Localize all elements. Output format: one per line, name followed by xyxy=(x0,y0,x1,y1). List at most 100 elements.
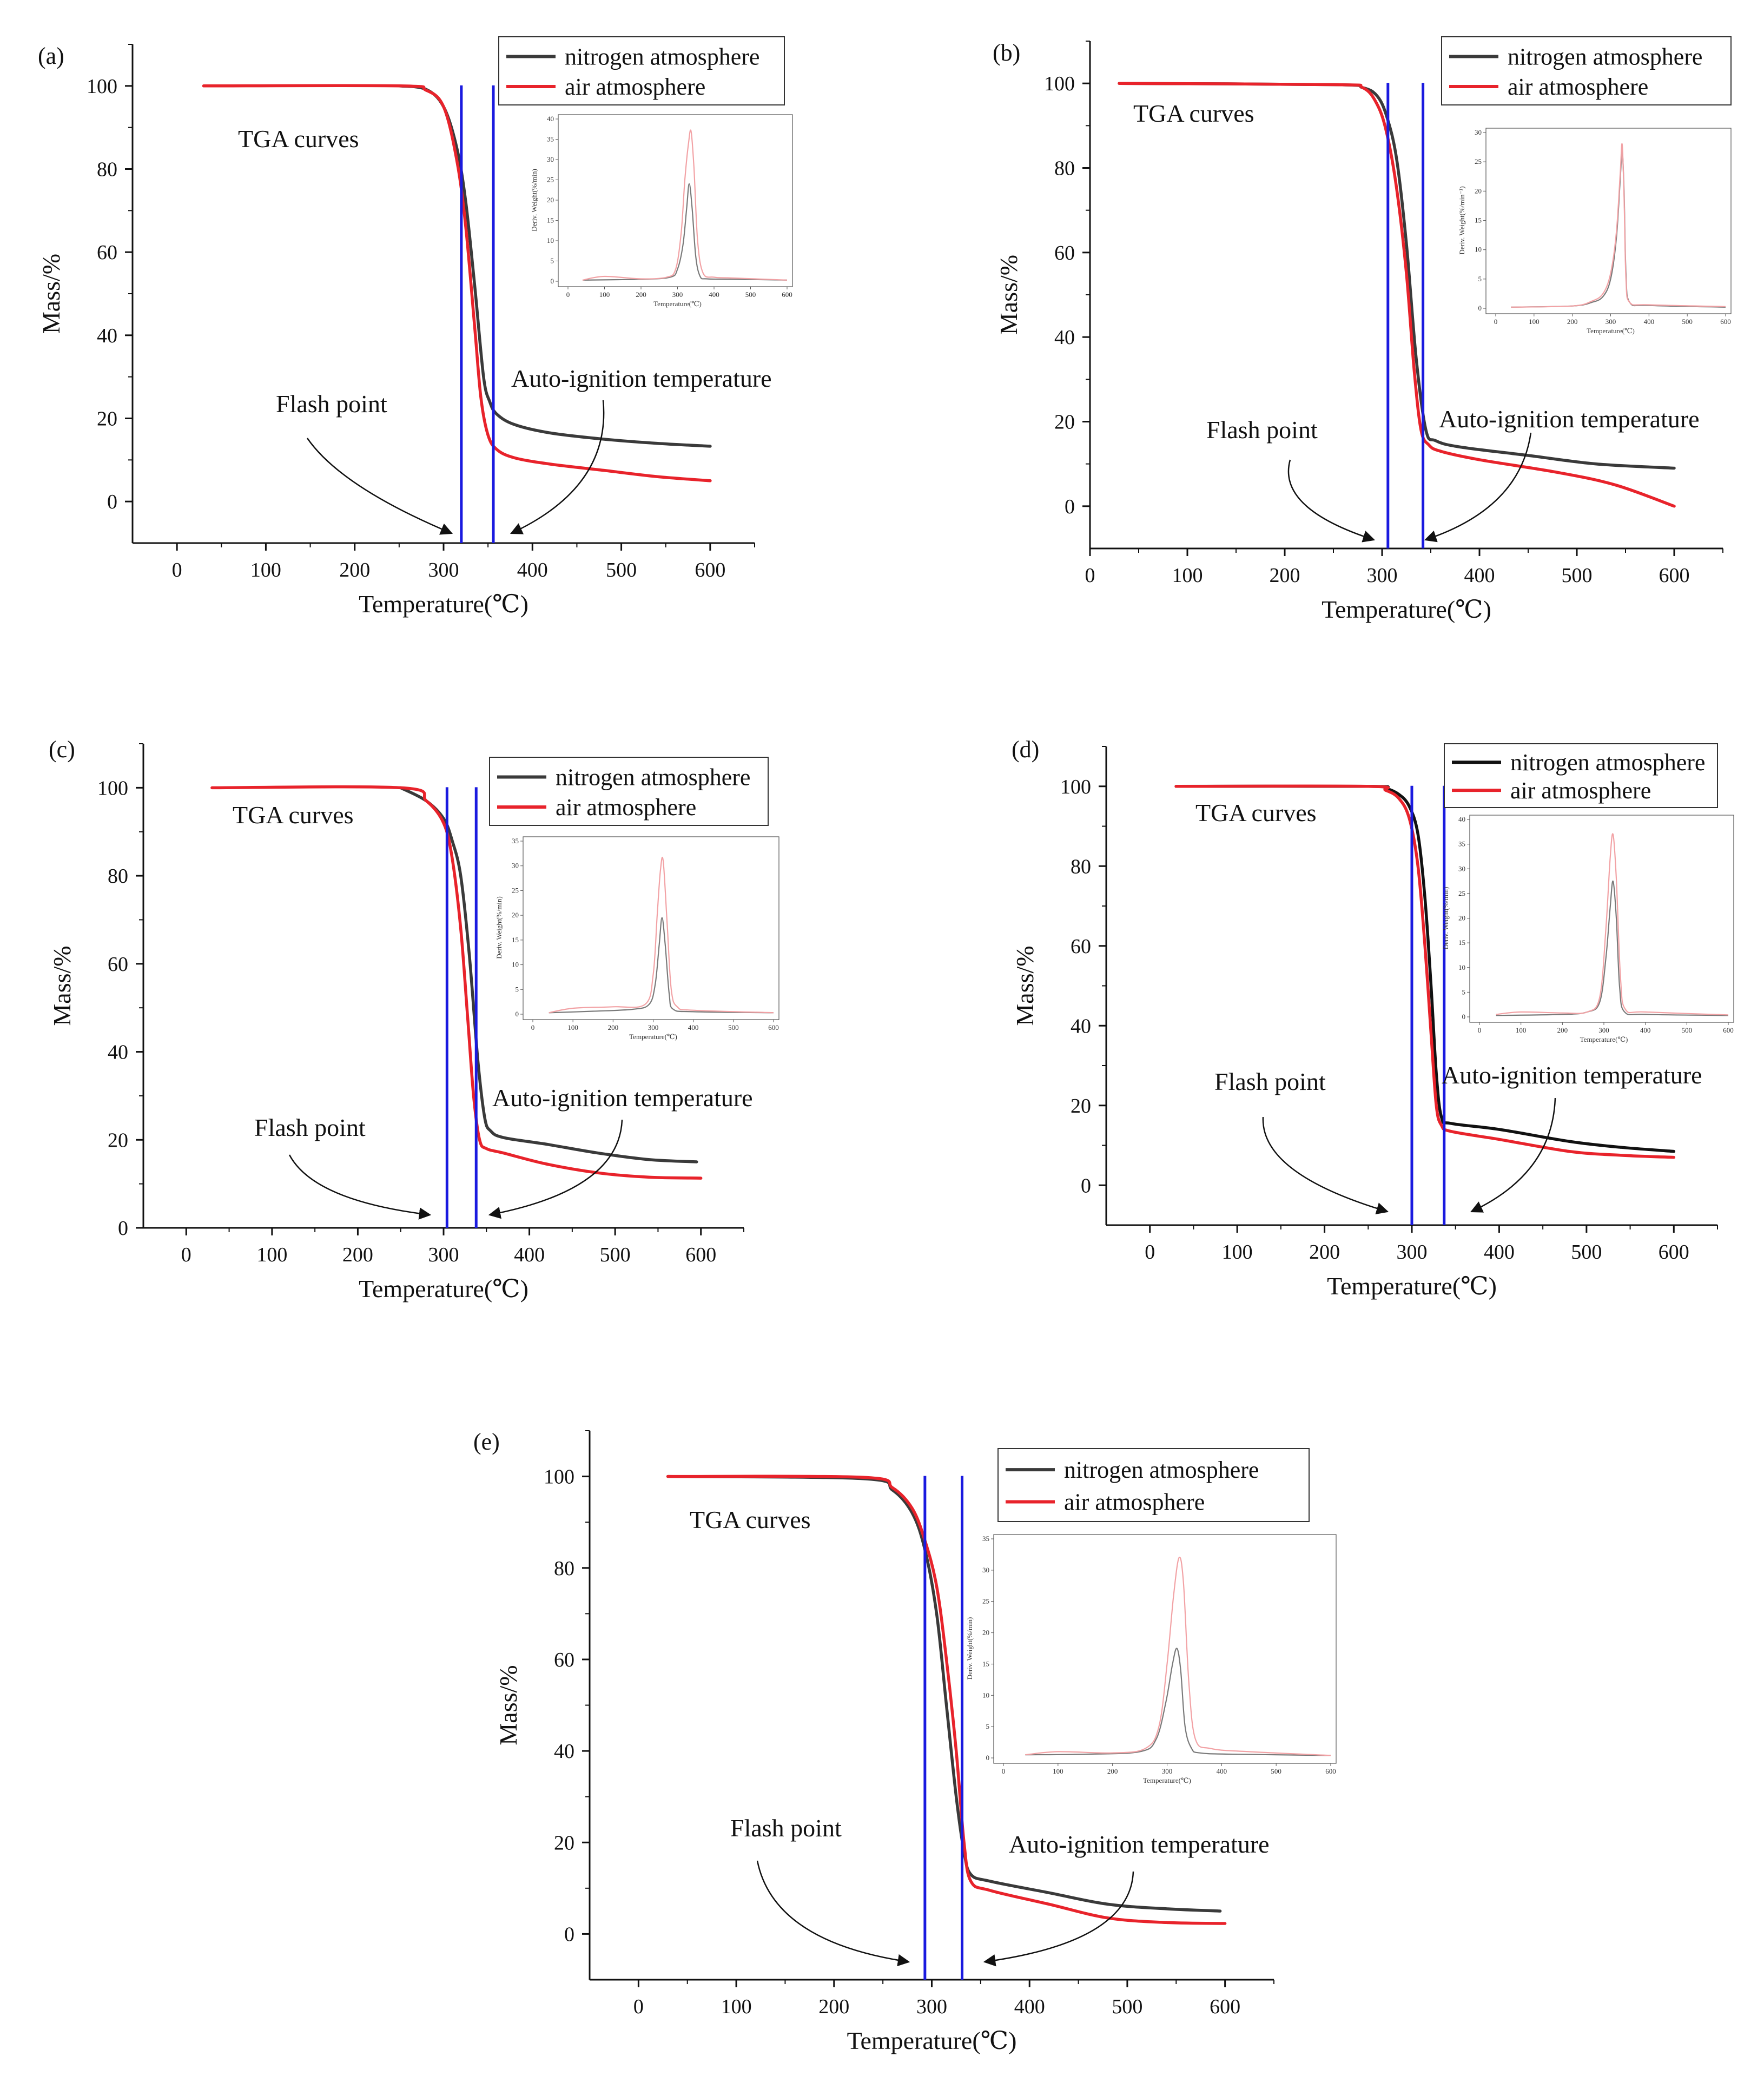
chart-panel-b: (b)0 100 200 300 400 500 600020406080100Temper… xyxy=(993,36,1732,623)
inset-x-tick-label: 400 xyxy=(1217,1767,1227,1775)
inset-y-tick-label: 10 xyxy=(982,1691,989,1699)
inset-x-tick-label: 400 xyxy=(1640,1026,1651,1034)
flash-arrow xyxy=(306,438,453,535)
inset-x-tick-label: 600 xyxy=(1720,318,1731,326)
inset-y-tick-label: 5 xyxy=(1462,988,1466,996)
inset-x-tick-label: 200 xyxy=(636,290,646,299)
inset-y-tick-label: 5 xyxy=(516,985,519,993)
y-tick-label: 80 xyxy=(554,1557,574,1580)
inset-x-tick-label: 0 xyxy=(1002,1767,1006,1775)
inset-frame xyxy=(1485,128,1732,314)
inset-x-tick-label: 500 xyxy=(1682,1026,1693,1034)
panel-label: (a) xyxy=(38,43,64,69)
chart-title: TGA curves xyxy=(238,125,359,153)
series-line-nitrogen xyxy=(1174,784,1676,1153)
flash-arrow xyxy=(756,1860,910,1967)
x-axis-title: Temperature(℃) xyxy=(359,1275,528,1302)
inset-y-tick-label: 0 xyxy=(516,1010,519,1018)
y-tick-label: 20 xyxy=(108,1129,128,1152)
panel-label: (c) xyxy=(49,736,75,763)
y-tick-label: 20 xyxy=(1054,411,1075,434)
inset-y-tick-label: 35 xyxy=(982,1535,989,1543)
x-tick-label: 500 xyxy=(1562,564,1593,587)
y-tick-label: 40 xyxy=(97,325,117,347)
inset-y-tick-label: 20 xyxy=(512,911,519,919)
x-tick-label: 0 xyxy=(181,1244,191,1266)
inset-y-tick-label: 20 xyxy=(982,1629,989,1637)
inset-y-tick-label: 0 xyxy=(1462,1013,1466,1021)
inset-dtg-plot: 0 100 200 300 400 500 600 0 5 10 15 20 25 30 35 40 Tempe… xyxy=(530,114,793,308)
inset-x-title: Temperature(℃) xyxy=(1580,1035,1628,1043)
x-tick-label: 600 xyxy=(1210,1995,1240,2018)
inset-y-tick-label: 35 xyxy=(547,135,554,143)
legend-label: nitrogen atmosphere xyxy=(1064,1457,1259,1483)
y-tick-label: 60 xyxy=(554,1649,574,1671)
inset-y-tick-label: 30 xyxy=(512,862,519,870)
flash-arrow xyxy=(1287,459,1376,543)
series-line-air xyxy=(1174,784,1676,1159)
inset-frame xyxy=(993,1534,1337,1764)
inset-series-air xyxy=(1511,143,1726,308)
auto-ignition-label: Auto-ignition temperature xyxy=(492,1084,753,1112)
inset-frame xyxy=(523,836,779,1020)
x-tick-label: 200 xyxy=(818,1995,849,2018)
x-axis-title: Temperature(℃) xyxy=(1327,1272,1497,1300)
auto-ignition-label: Auto-ignition temperature xyxy=(1442,1061,1702,1089)
inset-x-tick-label: 600 xyxy=(768,1023,779,1032)
x-axis-title: Temperature(℃) xyxy=(847,2027,1017,2054)
inset-y-tick-label: 15 xyxy=(512,936,519,944)
auto-arrow xyxy=(983,1871,1134,1967)
inset-y-tick-label: 0 xyxy=(986,1754,990,1762)
x-tick-label: 500 xyxy=(606,559,637,581)
inset-x-tick-label: 300 xyxy=(1606,318,1616,326)
x-tick-label: 400 xyxy=(514,1244,545,1266)
inset-x-tick-label: 200 xyxy=(1107,1767,1118,1775)
inset-y-tick-label: 30 xyxy=(982,1566,989,1574)
y-tick-label: 20 xyxy=(554,1831,574,1854)
panels-root: (a)0 100 200 300 400 500 600020406080100Temper… xyxy=(37,36,1734,2054)
panel-label: (b) xyxy=(993,39,1020,66)
y-tick-label: 0 xyxy=(1081,1174,1091,1197)
inset-series-nitrogen xyxy=(1025,1648,1331,1756)
x-tick-label: 600 xyxy=(1659,1241,1689,1264)
chart-panel-e: (e)0 100 200 300 400 500 600020406080100Temper… xyxy=(473,1429,1337,2054)
panel-label: (e) xyxy=(473,1429,500,1455)
flash-point-label: Flash point xyxy=(730,1814,842,1842)
y-axis-title: Mass/% xyxy=(1011,945,1039,1026)
y-tick-label: 40 xyxy=(554,1740,574,1763)
y-axis-title: Mass/% xyxy=(494,1665,522,1745)
flash-point-label: Flash point xyxy=(254,1114,366,1141)
inset-y-tick-label: 10 xyxy=(1475,246,1482,254)
y-tick-label: 100 xyxy=(87,75,117,98)
inset-y-tick-label: 35 xyxy=(1458,840,1465,848)
inset-series-air xyxy=(1025,1556,1331,1756)
inset-x-tick-label: 0 xyxy=(531,1023,535,1032)
y-tick-label: 20 xyxy=(97,408,117,431)
inset-frame xyxy=(1469,815,1734,1023)
inset-x-tick-label: 400 xyxy=(1644,318,1655,326)
x-tick-label: 300 xyxy=(428,1244,459,1266)
x-tick-label: 0 xyxy=(172,559,182,581)
x-tick-label: 400 xyxy=(517,559,548,581)
inset-x-title: Temperature(℃) xyxy=(629,1033,677,1041)
legend-label: air atmosphere xyxy=(556,794,696,821)
x-tick-label: 500 xyxy=(600,1244,631,1266)
inset-y-tick-label: 0 xyxy=(551,277,554,285)
x-tick-label: 200 xyxy=(342,1244,373,1266)
inset-x-tick-label: 300 xyxy=(1162,1767,1173,1775)
inset-y-tick-label: 30 xyxy=(547,155,554,163)
inset-y-tick-label: 20 xyxy=(1475,187,1482,195)
inset-y-tick-label: 30 xyxy=(1458,864,1465,872)
inset-series-air xyxy=(1496,833,1729,1016)
flash-point-label: Flash point xyxy=(276,390,387,418)
auto-arrow xyxy=(510,400,605,534)
inset-x-tick-label: 100 xyxy=(1053,1767,1063,1775)
x-tick-label: 400 xyxy=(1014,1995,1045,2018)
inset-y-tick-label: 10 xyxy=(512,961,519,969)
inset-y-tick-label: 0 xyxy=(1478,304,1482,312)
inset-y-title: Deriv. Weight(%/min) xyxy=(966,1617,974,1680)
series-line-nitrogen xyxy=(398,84,712,448)
x-tick-label: 0 xyxy=(633,1995,644,2018)
inset-dtg-plot: 0 100 200 300 400 500 600 0 5 10 15 20 25 30 35 Tempera… xyxy=(966,1534,1337,1784)
y-tick-label: 80 xyxy=(108,865,128,888)
